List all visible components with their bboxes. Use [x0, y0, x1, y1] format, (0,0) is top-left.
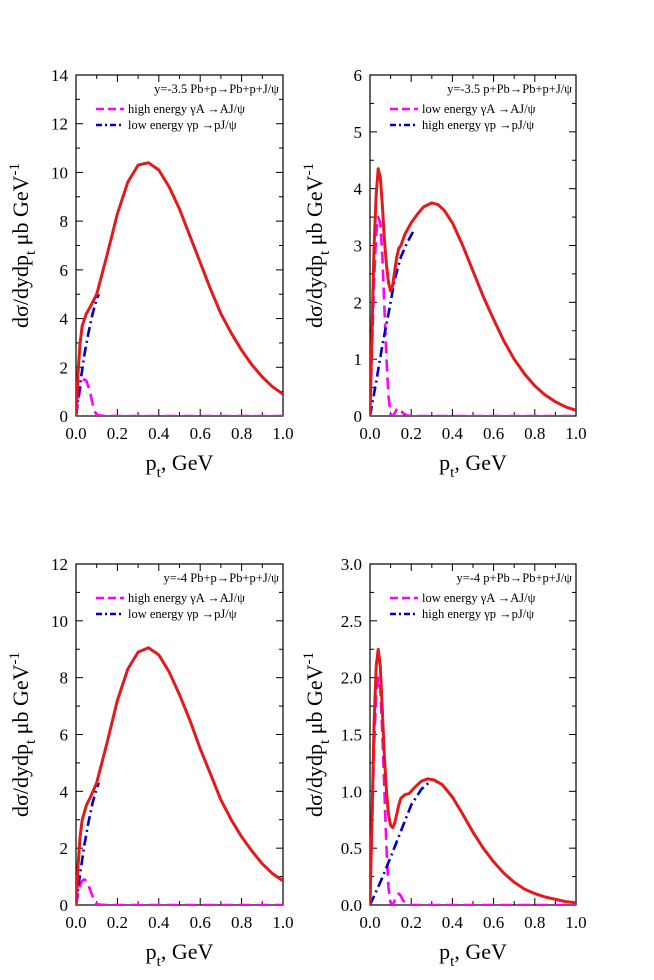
x-tick-label: 0.2 — [107, 424, 128, 443]
chart-top-left: 0.0 0.2 0.4 0.6 0.8 1.0 0 2 4 6 8 10 12 14 pt, GeV dσ/d… — [7, 66, 294, 481]
x-tick-label: 0.6 — [190, 913, 211, 932]
y-tick-label: 12 — [51, 115, 68, 134]
series-line-total — [76, 646, 283, 905]
legend-title: y=-4 p+Pb→Pb+p+J/ψ — [456, 571, 572, 585]
x-tick-label: 1.0 — [272, 424, 293, 443]
series-line-low — [370, 230, 415, 416]
y-tick-label: 6 — [60, 726, 69, 745]
x-tick-label: 0.4 — [442, 424, 464, 443]
x-tick-label: 0.8 — [524, 913, 545, 932]
y-tick-label: 2 — [60, 839, 69, 858]
x-axis-title: pt, GeV — [439, 939, 507, 970]
x-tick-label: 0.8 — [524, 424, 545, 443]
y-tick-label: 0.0 — [341, 896, 362, 915]
legend-label: low energy γp →pJ/ψ — [128, 118, 237, 132]
legend-label: high energy γA →AJ/ψ — [128, 591, 245, 605]
y-axis-title: dσ/dydpt μb GeV-1​ — [301, 652, 333, 817]
x-tick-label: 0.4 — [148, 424, 170, 443]
x-tick-label: 0.0 — [359, 913, 380, 932]
x-tick-label: 1.0 — [272, 913, 293, 932]
y-tick-label: 12 — [51, 555, 68, 574]
x-tick-label: 0.4 — [442, 913, 464, 932]
legend-label: low energy γA →AJ/ψ — [422, 591, 536, 605]
x-tick-label: 0.6 — [483, 424, 504, 443]
chart-top-right: 0.0 0.2 0.4 0.6 0.8 1.0 0 1 2 3 4 5 6 pt, GeV dσ/dydpt… — [301, 66, 587, 481]
x-tick-label: 0.0 — [359, 424, 380, 443]
x-tick-label: 0.8 — [231, 913, 252, 932]
chart-bottom-right: 0.0 0.2 0.4 0.6 0.8 1.0 0.0 0.5 1.0 1.5 2.0 2.5 3.0 p… — [301, 555, 587, 970]
y-axis-title: dσ/dydpt μb GeV-1​ — [301, 163, 333, 328]
y-axis-title: dσ/dydpt μb GeV-1​ — [7, 652, 39, 817]
x-tick-label: 0.2 — [401, 913, 422, 932]
y-tick-label: 3.0 — [341, 555, 362, 574]
x-tick-label: 1.0 — [565, 424, 586, 443]
y-tick-label: 4 — [354, 180, 363, 199]
y-tick-label: 2.0 — [341, 669, 362, 688]
x-tick-label: 0.2 — [107, 913, 128, 932]
x-tick-label: 0.0 — [65, 424, 86, 443]
x-tick-label: 0.6 — [483, 913, 504, 932]
x-tick-label: 0.4 — [148, 913, 170, 932]
x-axis-title: pt, GeV — [439, 450, 507, 481]
y-tick-label: 0 — [354, 407, 363, 426]
y-tick-label: 2.5 — [341, 612, 362, 631]
x-tick-label: 1.0 — [565, 913, 586, 932]
legend-label: low energy γp →pJ/ψ — [128, 607, 237, 621]
x-tick-label: 0.2 — [401, 424, 422, 443]
y-tick-label: 0 — [60, 896, 69, 915]
series-line-low — [370, 779, 433, 905]
legend-label: high energy γp →pJ/ψ — [422, 607, 534, 621]
y-tick-label: 6 — [354, 66, 363, 85]
y-tick-label: 14 — [51, 66, 69, 85]
y-tick-label: 10 — [51, 163, 68, 182]
y-tick-label: 0 — [60, 407, 69, 426]
series-line-high — [370, 215, 576, 416]
legend-label: high energy γA →AJ/ψ — [128, 102, 245, 116]
y-tick-label: 4 — [60, 310, 69, 329]
legend-title: y=-3.5 p+Pb→Pb+p+J/ψ — [447, 82, 572, 96]
legend-label: low energy γA →AJ/ψ — [422, 102, 536, 116]
series-line-high — [76, 878, 283, 905]
x-axis-title: pt, GeV — [146, 450, 214, 481]
y-tick-label: 1 — [354, 350, 363, 369]
y-tick-label: 2 — [354, 293, 363, 312]
series-line-low — [76, 293, 100, 416]
y-tick-label: 8 — [60, 669, 69, 688]
series-line-high — [370, 676, 576, 905]
y-tick-label: 4 — [60, 782, 69, 801]
y-tick-label: 2 — [60, 358, 69, 377]
y-tick-label: 10 — [51, 612, 68, 631]
y-tick-label: 3 — [354, 237, 363, 256]
series-line-total — [370, 167, 576, 416]
y-tick-label: 8 — [60, 212, 69, 231]
chart-bottom-left: 0.0 0.2 0.4 0.6 0.8 1.0 0 2 4 6 8 10 12 pt, GeV dσ/dyd… — [7, 555, 294, 970]
y-axis-title: dσ/dydpt μb GeV-1​ — [7, 163, 39, 328]
x-tick-label: 0.0 — [65, 913, 86, 932]
y-tick-label: 5 — [354, 123, 363, 142]
x-axis-title: pt, GeV — [146, 939, 214, 970]
y-tick-label: 1.0 — [341, 782, 362, 801]
series-line-low — [76, 782, 101, 905]
y-tick-label: 1.5 — [341, 726, 362, 745]
legend-title: y=-3.5 Pb+p→Pb+p+J/ψ — [154, 82, 279, 96]
y-tick-label: 6 — [60, 261, 69, 280]
legend-label: high energy γp →pJ/ψ — [422, 118, 534, 132]
x-tick-label: 0.6 — [190, 424, 211, 443]
series-line-total — [370, 647, 576, 905]
x-tick-label: 0.8 — [231, 424, 252, 443]
y-tick-label: 0.5 — [341, 839, 362, 858]
series-line-total — [76, 161, 283, 416]
series-line-high — [76, 378, 283, 416]
legend-title: y=-4 Pb+p→Pb+p+J/ψ — [163, 571, 279, 585]
